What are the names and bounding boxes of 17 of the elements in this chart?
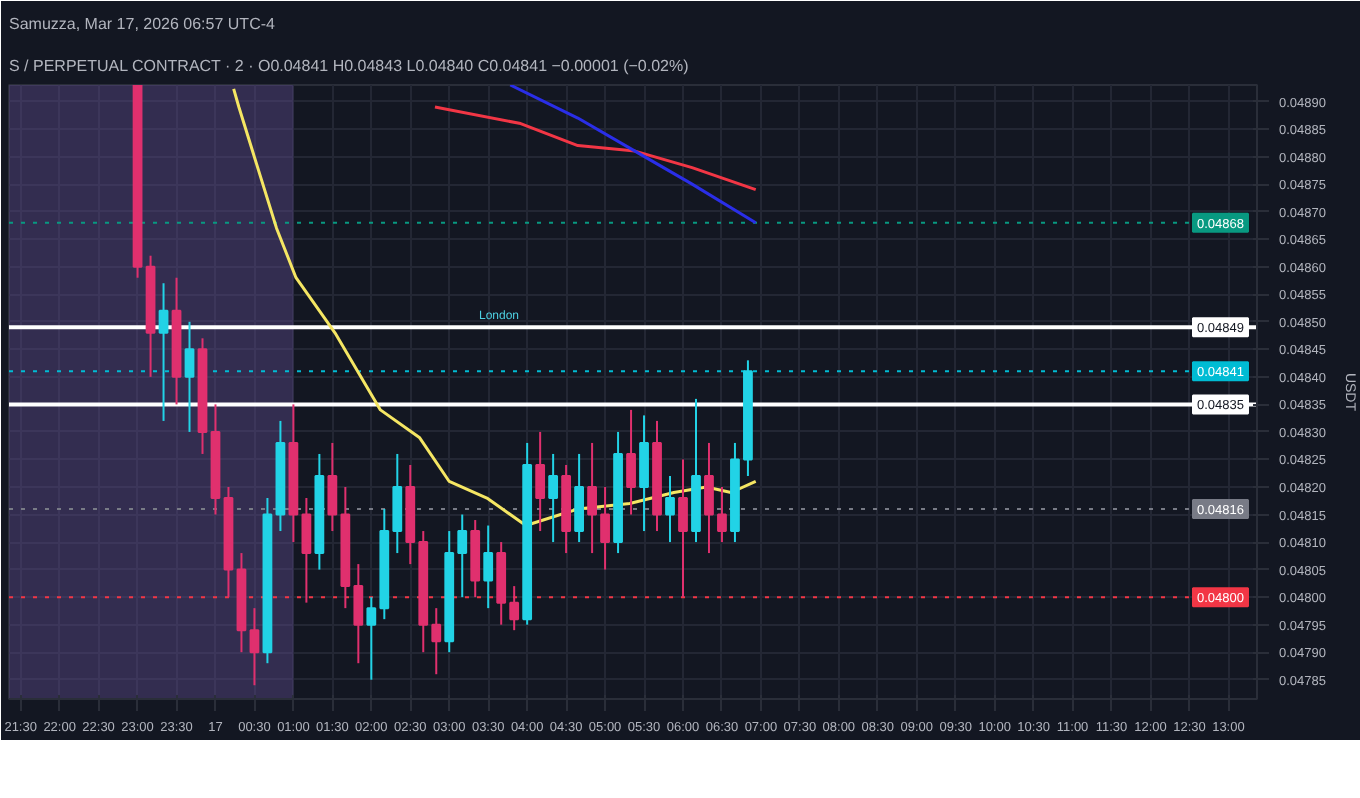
candlestick (548, 452, 559, 544)
candlestick (665, 474, 675, 544)
line-series (508, 85, 758, 225)
chart-title: Samuzza, Mar 17, 2026 06:57 UTC-4 (9, 15, 277, 33)
candlestick (301, 497, 312, 604)
candlestick (574, 452, 584, 544)
chart-subtitle: S / PERPETUAL CONTRACT · 2 · O0.04841 H0.04843 L0.04840 C0.04841 −0.00001 (−0.02%) (9, 57, 690, 75)
candlestick (158, 282, 169, 422)
candlestick (483, 524, 494, 610)
candlestick (431, 607, 442, 676)
candlestick (535, 430, 546, 533)
candlestick (184, 320, 195, 433)
candlestick (639, 414, 649, 533)
candlestick (626, 408, 636, 516)
line-series (433, 105, 758, 192)
candlestick (249, 607, 260, 687)
candlestick (678, 458, 688, 599)
